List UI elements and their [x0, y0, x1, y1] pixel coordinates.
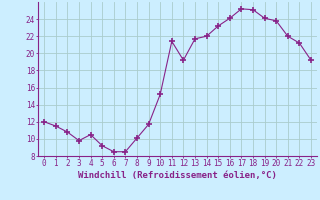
X-axis label: Windchill (Refroidissement éolien,°C): Windchill (Refroidissement éolien,°C)	[78, 171, 277, 180]
